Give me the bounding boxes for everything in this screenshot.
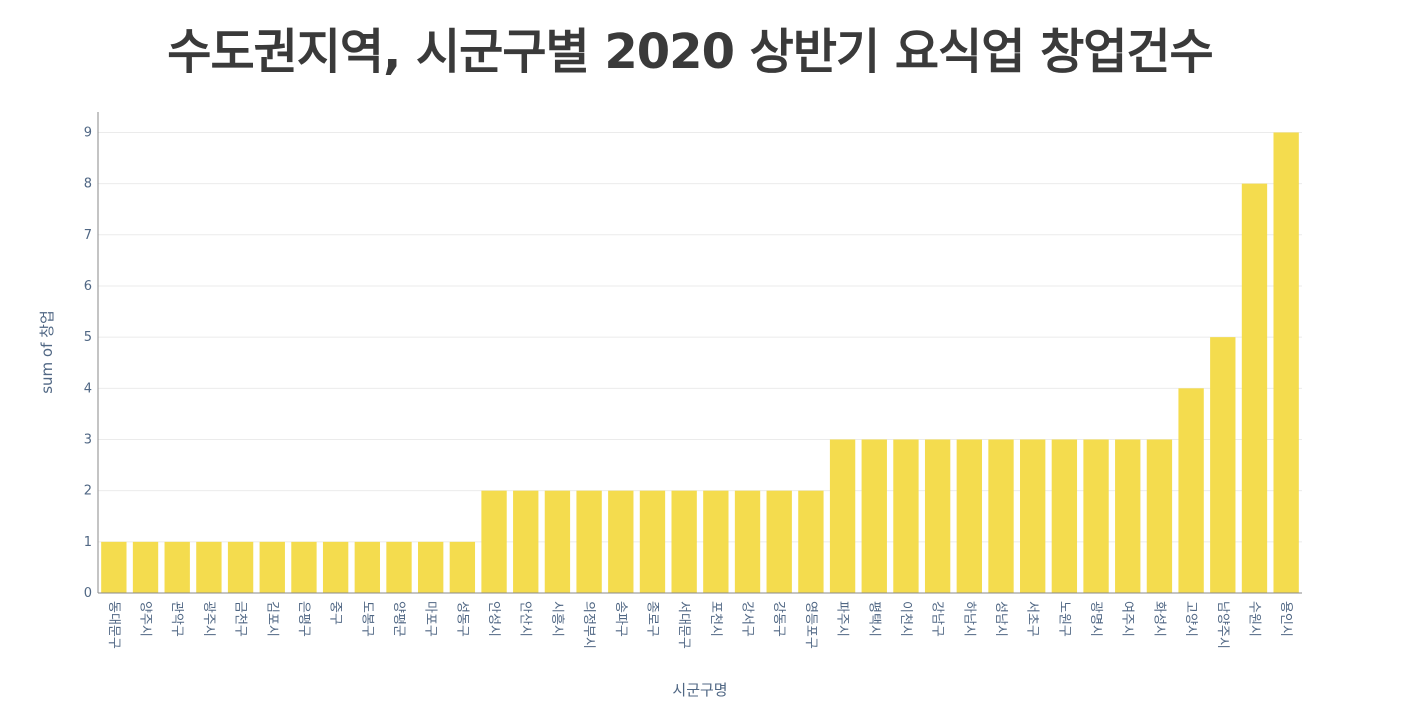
- y-tick-label: 5: [84, 330, 92, 345]
- chart-title: 수도권지역, 시군구별 2020 상반기 요식업 창업건수: [167, 24, 1213, 80]
- x-tick-label: 성남시: [993, 601, 1008, 637]
- y-tick-label: 9: [84, 125, 92, 140]
- bar: [449, 541, 476, 593]
- bar: [1051, 439, 1078, 593]
- bar: [639, 490, 666, 593]
- bar: [1273, 132, 1299, 593]
- bar: [418, 541, 444, 593]
- x-tick-label: 의정부시: [581, 601, 596, 649]
- bar: [1178, 388, 1204, 593]
- y-tick-label: 2: [84, 484, 92, 499]
- bar: [386, 541, 412, 593]
- x-tick-label: 관악구: [169, 601, 184, 637]
- x-tick-label: 은평구: [296, 601, 311, 637]
- bar: [196, 541, 222, 593]
- bar: [861, 439, 887, 593]
- x-axis-title: 시군구명: [672, 681, 727, 699]
- bar: [1115, 439, 1141, 593]
- bar: [924, 439, 951, 593]
- x-tick-label: 안산시: [518, 601, 533, 637]
- x-tick-label: 김포시: [264, 601, 279, 637]
- x-tick-label: 하남시: [961, 601, 976, 637]
- bar: [576, 490, 602, 593]
- x-tick-label: 노원구: [1056, 601, 1071, 637]
- x-tick-label: 남양주시: [1215, 601, 1230, 649]
- x-tick-label: 영등포구: [803, 601, 818, 649]
- x-tick-label: 중구: [328, 601, 343, 625]
- y-tick-label: 8: [84, 177, 92, 192]
- x-tick-label: 고양시: [1183, 601, 1198, 637]
- x-tick-label: 이천시: [898, 601, 913, 637]
- x-tick-label: 양평군: [391, 601, 406, 637]
- bar: [1146, 439, 1173, 593]
- bar: [101, 541, 127, 593]
- bar: [132, 541, 159, 593]
- bar: [671, 490, 697, 593]
- bars: [101, 132, 1299, 593]
- bar: [988, 439, 1014, 593]
- y-tick-label: 6: [84, 279, 92, 294]
- y-tick-label: 4: [84, 381, 92, 396]
- bar: [322, 541, 349, 593]
- x-tick-label: 강남구: [930, 601, 945, 637]
- x-tick-label: 서대문구: [676, 601, 691, 649]
- x-tick-label: 동대문구: [106, 601, 121, 649]
- x-tick-label: 여주시: [1120, 601, 1135, 637]
- x-tick-label: 종로구: [644, 601, 659, 637]
- x-tick-label: 평택시: [866, 601, 881, 637]
- y-tick-label: 0: [84, 586, 92, 601]
- x-tick-label: 금천구: [233, 601, 248, 637]
- x-tick-label: 강동구: [771, 601, 786, 637]
- x-tick-label: 도봉구: [359, 601, 374, 637]
- x-tick-label: 양주시: [138, 601, 153, 637]
- x-tick-label: 수원시: [1246, 601, 1261, 637]
- x-tick-label: 강서구: [740, 601, 755, 637]
- bar: [956, 439, 982, 593]
- bar: [481, 490, 507, 593]
- bar: [354, 541, 380, 593]
- x-tick-label: 광주시: [201, 601, 216, 637]
- x-tick-label: 서초구: [1025, 601, 1040, 637]
- x-tick-label: 안성시: [486, 601, 501, 637]
- bar: [1020, 439, 1046, 593]
- bar: [798, 490, 824, 593]
- x-tick-label: 송파구: [613, 601, 628, 637]
- bar: [544, 490, 571, 593]
- x-tick-label: 화성시: [1151, 601, 1166, 637]
- x-tick-label: 파주시: [835, 601, 850, 637]
- x-tick-label: 광명시: [1088, 601, 1103, 637]
- bar: [608, 490, 634, 593]
- y-tick-labels: 0 1 2 3 4 5 6 7 8 9: [84, 125, 92, 601]
- x-tick-label: 시흥시: [549, 601, 564, 637]
- bar: [703, 490, 729, 593]
- bar: [893, 439, 919, 593]
- bar: [1241, 183, 1268, 593]
- bar: [164, 541, 190, 593]
- bar: [766, 490, 792, 593]
- bar: [513, 490, 539, 593]
- y-tick-label: 3: [84, 432, 92, 447]
- y-tick-label: 7: [84, 228, 92, 243]
- bar: [1210, 337, 1236, 593]
- bar: [259, 541, 285, 593]
- x-tick-label: 성동구: [454, 601, 469, 637]
- bar: [829, 439, 856, 593]
- y-axis-title: sum of 창업: [38, 310, 56, 394]
- bar: [734, 490, 761, 593]
- y-tick-label: 1: [84, 535, 92, 550]
- bar: [1083, 439, 1109, 593]
- x-tick-labels: 동대문구 양주시 관악구 광주시 금천구 김포시 은평구 중구 도봉구 양평군 마포구 성동구 안성시 안…: [106, 601, 1293, 649]
- x-tick-label: 포천시: [708, 601, 723, 637]
- bar: [291, 541, 317, 593]
- x-tick-label: 마포구: [423, 601, 438, 637]
- x-tick-label: 용인시: [1278, 601, 1293, 637]
- bar: [227, 541, 254, 593]
